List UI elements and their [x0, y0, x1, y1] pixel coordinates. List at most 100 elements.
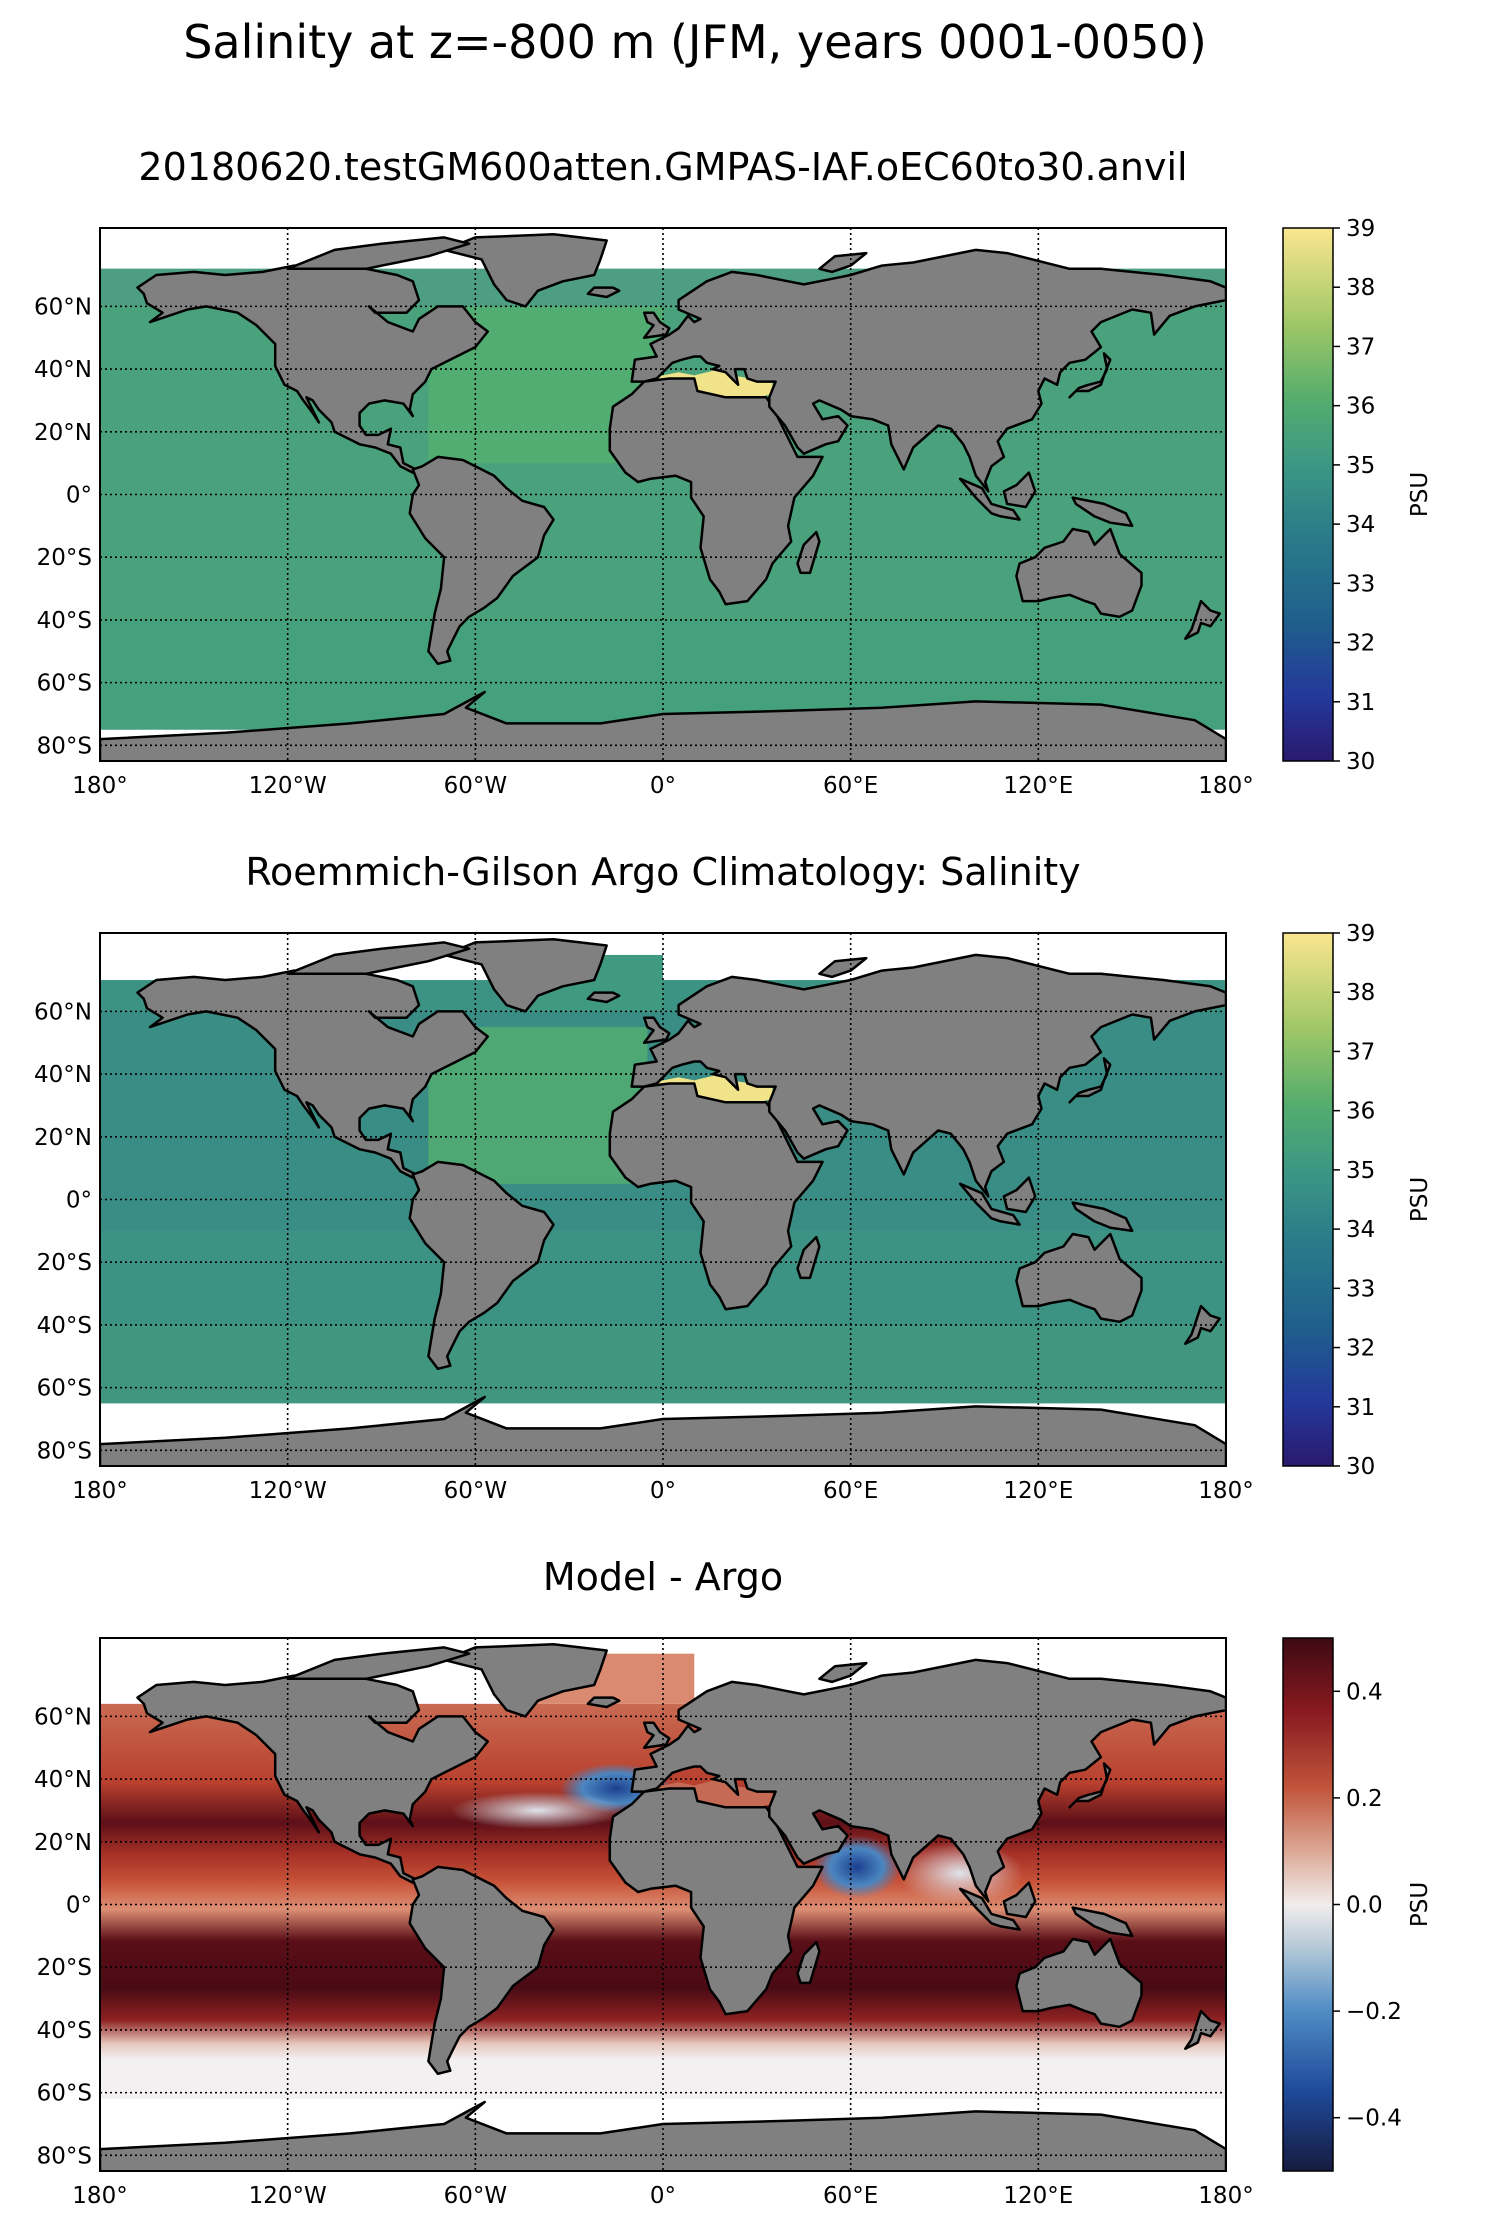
land-borneo — [1002, 1176, 1037, 1214]
land-madagascar — [796, 530, 821, 575]
x-tick-label: 180° — [1198, 1478, 1253, 1504]
land-new-guinea — [1071, 1201, 1134, 1233]
x-tick-label: 0° — [650, 773, 676, 799]
panel-title: Model - Argo — [543, 1555, 783, 1599]
x-tick-label: 120°W — [249, 2183, 327, 2209]
land-eurasia — [630, 248, 1226, 493]
x-tick-label: 180° — [1198, 773, 1253, 799]
land-iceland — [586, 991, 621, 1004]
land-greenland — [442, 233, 608, 308]
y-tick-label: 60°S — [37, 671, 92, 697]
land-canada-islands — [286, 941, 471, 976]
colorbar-tick-label: 34 — [1346, 512, 1375, 538]
x-tick-label: 120°E — [1003, 1478, 1073, 1504]
land-north-america — [136, 1674, 490, 1884]
colorbar — [1282, 1637, 1334, 2172]
y-tick-label: 60°N — [34, 1704, 92, 1730]
figure-suptitle: Salinity at z=-800 m (JFM, years 0001-00… — [183, 15, 1207, 69]
colorbar-tick-label: 32 — [1346, 1336, 1375, 1362]
y-tick-label: 40°S — [37, 1313, 92, 1339]
colorbar-tick-label: 38 — [1346, 980, 1375, 1006]
land-new-zealand — [1184, 599, 1221, 640]
y-tick-label: 40°S — [37, 608, 92, 634]
land-antarctica — [100, 1395, 1226, 1466]
land-antarctica — [100, 690, 1226, 761]
land-new-zealand — [1184, 2009, 1221, 2050]
x-tick-label: 180° — [1198, 2183, 1253, 2209]
map-field — [100, 228, 1226, 761]
x-tick-label: 120°W — [249, 1478, 327, 1504]
colorbar-tick-label: 36 — [1346, 394, 1375, 420]
colorbar-tick-label: 36 — [1346, 1099, 1375, 1125]
colorbar-tick-label: 30 — [1346, 749, 1375, 775]
land-new-zealand — [1184, 1304, 1221, 1345]
y-tick-label: 60°S — [37, 1376, 92, 1402]
y-tick-label: 60°N — [34, 294, 92, 320]
x-tick-label: 60°W — [444, 1478, 508, 1504]
y-tick-label: 0° — [66, 483, 92, 509]
x-tick-label: 60°E — [823, 773, 878, 799]
colorbar-tick-label: 33 — [1346, 1276, 1375, 1302]
map-panel-diff: Model - Argo 180° 120°W 60°W 0° 60°E 120°E 180°… — [34, 1555, 1433, 2209]
y-tick-label: 20°N — [34, 420, 92, 446]
land-canada-islands — [286, 1646, 471, 1681]
y-tick-label: 0° — [66, 1893, 92, 1919]
colorbar — [1282, 227, 1334, 762]
colorbar-tick-label: 32 — [1346, 631, 1375, 657]
colorbar-tick-label: 39 — [1346, 921, 1375, 947]
y-tick-label: 80°S — [37, 2143, 92, 2169]
land-antarctica — [100, 2100, 1226, 2171]
land-eurasia — [630, 953, 1226, 1198]
land-south-america — [408, 1160, 555, 1371]
y-tick-label: 20°S — [37, 1250, 92, 1276]
y-tick-label: 60°S — [37, 2081, 92, 2107]
y-tick-label: 20°S — [37, 1955, 92, 1981]
colorbar-tick-label: 35 — [1346, 1158, 1375, 1184]
map-frame — [99, 1637, 1227, 2172]
colorbar-tick-label: 30 — [1346, 1454, 1375, 1480]
map-frame — [99, 932, 1227, 1467]
x-tick-label: 60°E — [823, 2183, 878, 2209]
x-tick-label: 60°W — [444, 2183, 508, 2209]
land-eurasia — [630, 1658, 1226, 1903]
x-tick-label: 120°E — [1003, 773, 1073, 799]
land-japan — [1068, 1762, 1112, 1809]
land-borneo — [1002, 1881, 1037, 1919]
colorbar-label: PSU — [1407, 472, 1433, 517]
colorbar — [1282, 932, 1334, 1467]
map-frame — [99, 227, 1227, 762]
map-field — [100, 1638, 1226, 2171]
land-north-america — [136, 264, 490, 474]
colorbar-tick-label: 0.4 — [1346, 1679, 1383, 1705]
land-indonesia — [958, 1182, 1021, 1226]
land-south-america — [408, 455, 555, 666]
colorbar-tick-label: 0.2 — [1346, 1786, 1383, 1812]
x-tick-label: 180° — [72, 1478, 127, 1504]
colorbar-tick-label: −0.2 — [1346, 1999, 1402, 2025]
land-borneo — [1002, 471, 1037, 509]
land-greenland — [442, 1643, 608, 1718]
colorbar-label: PSU — [1407, 1882, 1433, 1927]
x-tick-label: 180° — [72, 773, 127, 799]
land-iceland — [586, 1696, 621, 1709]
land-uk — [642, 1721, 671, 1749]
land-madagascar — [796, 1235, 821, 1280]
x-tick-label: 180° — [72, 2183, 127, 2209]
land-svalbard-nz — [818, 251, 868, 274]
y-tick-label: 20°N — [34, 1830, 92, 1856]
land-north-america — [136, 969, 490, 1179]
map-panel-model: 20180620.testGM600atten.GMPAS-IAF.oEC60t… — [34, 145, 1433, 799]
land-iceland — [586, 286, 621, 299]
y-tick-label: 0° — [66, 1188, 92, 1214]
x-tick-label: 60°W — [444, 773, 508, 799]
colorbar-tick-label: −0.4 — [1346, 2106, 1402, 2132]
colorbar-tick-label: 37 — [1346, 334, 1375, 360]
colorbar-tick-label: 33 — [1346, 571, 1375, 597]
y-tick-label: 20°S — [37, 545, 92, 571]
map-panel-argo: Roemmich-Gilson Argo Climatology: Salini… — [34, 850, 1433, 1504]
mediterranean-field — [647, 369, 773, 398]
panel-title: Roemmich-Gilson Argo Climatology: Salini… — [245, 850, 1080, 894]
land-indonesia — [958, 477, 1021, 521]
y-tick-label: 40°S — [37, 2018, 92, 2044]
